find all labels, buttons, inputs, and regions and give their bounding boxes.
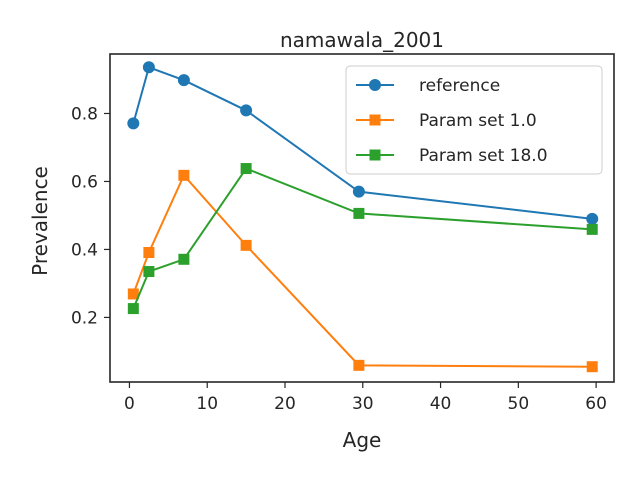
- point-2-5: [586, 223, 598, 235]
- y-tick-label-3: 0.8: [71, 104, 98, 124]
- legend-label-2: Param set 18.0: [419, 146, 548, 166]
- series-layer: [127, 61, 599, 373]
- point-0-4: [352, 185, 365, 198]
- legend-marker-2: [369, 149, 381, 161]
- point-0-5: [586, 212, 599, 225]
- point-2-0: [127, 303, 139, 315]
- point-2-1: [143, 266, 155, 278]
- x-tick-label-1: 10: [196, 394, 218, 414]
- point-1-2: [178, 169, 190, 181]
- series-2: [127, 163, 598, 315]
- series-line-0: [132, 65, 593, 220]
- x-tick-label-6: 60: [585, 394, 607, 414]
- x-axis-label: Age: [343, 428, 382, 452]
- point-1-1: [143, 246, 155, 258]
- axes-layer: 0 10 20 30 40 50 60 0.2 0.4 0.6 0.8: [71, 53, 615, 414]
- y-tick-label-2: 0.6: [71, 172, 98, 192]
- point-2-4: [353, 207, 365, 219]
- point-0-1: [142, 61, 155, 74]
- legend-entry-1: Param set 1.0: [356, 111, 537, 131]
- x-tick-label-2: 20: [274, 394, 296, 414]
- point-1-4: [353, 359, 365, 371]
- point-2-2: [178, 253, 190, 265]
- series-1: [127, 169, 598, 373]
- point-2-3: [240, 163, 252, 175]
- x-tick-label-0: 0: [124, 394, 135, 414]
- x-tick-label-3: 30: [352, 394, 374, 414]
- chart-title: namawala_2001: [280, 28, 444, 52]
- point-1-0: [127, 288, 139, 300]
- point-1-3: [240, 239, 252, 251]
- legend-entry-2: Param set 18.0: [356, 146, 548, 166]
- legend-box: [345, 65, 603, 175]
- y-axis-label: Prevalence: [28, 166, 52, 276]
- y-tick-label-0: 0.2: [71, 308, 98, 328]
- series-line-2: [132, 167, 593, 309]
- legend-marker-0: [369, 79, 381, 91]
- legend-label-1: Param set 1.0: [419, 111, 537, 131]
- series-0: [127, 61, 599, 225]
- legend: reference Param set 1.0 Param set 18.0: [345, 65, 603, 175]
- legend-marker-1: [369, 114, 381, 126]
- point-1-5: [586, 361, 598, 373]
- x-tick-label-5: 50: [508, 394, 530, 414]
- point-0-0: [127, 117, 140, 130]
- legend-entry-0: reference: [356, 76, 500, 96]
- x-tick-label-4: 40: [430, 394, 452, 414]
- point-0-2: [177, 74, 190, 87]
- plot-frame: [109, 53, 615, 383]
- series-line-1: [132, 173, 593, 368]
- point-0-3: [240, 104, 253, 117]
- y-tick-label-1: 0.4: [71, 240, 98, 260]
- legend-label-0: reference: [419, 76, 500, 96]
